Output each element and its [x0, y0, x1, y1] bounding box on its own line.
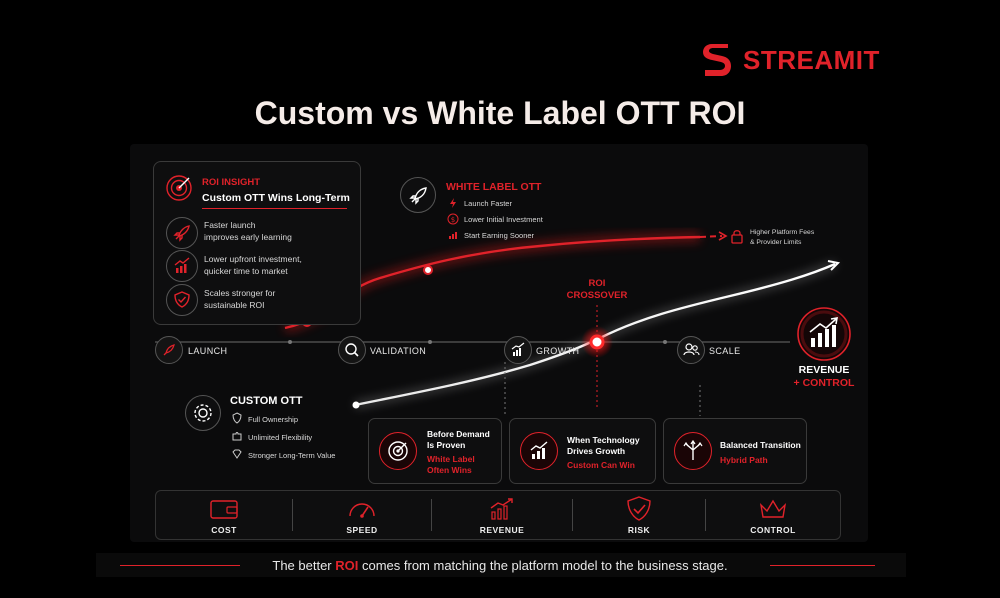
- crossover-point: [589, 334, 605, 350]
- scenario-outcome: Custom Can Win: [567, 460, 635, 470]
- chart-up-icon: [174, 257, 190, 273]
- speedometer-icon: [349, 503, 375, 518]
- chart-up-icon: [511, 342, 525, 356]
- white-label-item: Start Earning Sooner: [464, 231, 535, 240]
- metric-label: COST: [211, 525, 237, 535]
- stage-label-launch: LAUNCH: [188, 346, 228, 356]
- wallet-icon: [210, 500, 238, 519]
- metric-revenue: REVENUE: [432, 491, 572, 539]
- scenario-title: Drives Growth: [567, 446, 626, 456]
- scenario-title: Is Proven: [427, 440, 466, 450]
- brand-name: STREAMIT: [743, 45, 880, 75]
- white-label-title: WHITE LABEL OTT: [446, 181, 542, 193]
- roi-insight-tag: ROI INSIGHT: [202, 177, 261, 188]
- shield-check-icon: [174, 291, 190, 308]
- white-label-item: Lower Initial Investment: [464, 215, 543, 224]
- brand-logo: STREAMIT: [700, 40, 890, 84]
- stage-label-scale: SCALE: [709, 346, 741, 356]
- stage-label-validation: VALIDATION: [370, 346, 427, 356]
- chart-up-icon: [449, 232, 457, 239]
- crown-icon: [759, 499, 787, 518]
- insight-line: Scales stronger for: [204, 288, 276, 298]
- scenario-title: Balanced Transition: [720, 440, 801, 450]
- metric-label: REVENUE: [479, 525, 525, 535]
- scale-marker: [677, 336, 705, 364]
- crossover-label: ROI CROSSOVER: [566, 278, 628, 301]
- search-icon: [345, 343, 359, 357]
- platform-limits-text: & Provider Limits: [750, 238, 802, 246]
- scenario-outcome: Often Wins: [427, 465, 472, 475]
- scenario-card: When Technology Drives Growth Custom Can…: [509, 418, 656, 484]
- lock-icon: [731, 230, 743, 244]
- insight-line: Faster launch: [204, 220, 256, 230]
- rocket-icon: [173, 225, 190, 242]
- custom-ott-item: Unlimited Flexibility: [248, 433, 313, 442]
- white-label-item: Launch Faster: [464, 199, 512, 208]
- growth-marker: [504, 336, 532, 364]
- validation-marker: [338, 336, 366, 364]
- metric-label: CONTROL: [750, 525, 796, 535]
- shield-check-icon: [627, 496, 651, 521]
- custom-ott-title: CUSTOM OTT: [230, 395, 303, 407]
- custom-ott-item: Full Ownership: [248, 415, 299, 424]
- gear-icon: [194, 404, 212, 422]
- split-arrows-icon: [683, 439, 703, 460]
- insight-line: improves early learning: [204, 231, 292, 242]
- users-icon: [683, 343, 700, 356]
- custom-ott-item: Stronger Long-Term Value: [248, 451, 336, 460]
- scenario-outcome: White Label: [427, 454, 475, 464]
- svg-text:$: $: [451, 216, 455, 224]
- metric-cost: COST: [156, 491, 292, 539]
- lightning-icon: [450, 198, 456, 208]
- insight-line: Lower upfront investment,: [204, 254, 302, 264]
- shield-icon: [232, 412, 242, 424]
- target-icon: [166, 175, 192, 201]
- rocket-icon: [409, 187, 427, 205]
- scenario-card: Balanced Transition Hybrid Path: [663, 418, 807, 484]
- bar-chart-icon: [530, 441, 548, 459]
- roi-insight-card: ROI INSIGHT Custom OTT Wins Long-Term Fa…: [153, 161, 361, 325]
- metric-control: CONTROL: [706, 491, 840, 539]
- scenario-card: Before Demand Is Proven White Label Ofte…: [368, 418, 502, 484]
- launch-marker: [155, 336, 183, 364]
- revenue-control-label: REVENUE + CONTROL: [793, 364, 855, 389]
- insight-line: sustainable ROI: [204, 299, 265, 310]
- rocket-icon: [163, 344, 175, 356]
- platform-limits-text: Higher Platform Fees: [750, 229, 815, 236]
- revenue-chart-icon: [809, 317, 838, 347]
- page-title: Custom vs White Label OTT ROI: [254, 95, 746, 131]
- scenario-outcome: Hybrid Path: [720, 455, 768, 465]
- metric-risk: RISK: [573, 491, 705, 539]
- metric-label: RISK: [627, 525, 651, 535]
- puzzle-icon: [232, 432, 242, 441]
- metrics-bar: COST SPEED REVENUE RISK CONTROL: [155, 490, 841, 540]
- streamit-logo-icon: [703, 44, 731, 76]
- target-icon: [388, 441, 408, 461]
- stage-label-growth: GROWTH: [536, 346, 580, 356]
- scenario-title: Before Demand: [427, 429, 490, 439]
- roi-insight-headline: Custom OTT Wins Long-Term: [202, 192, 350, 204]
- insight-line: quicker time to market: [204, 265, 288, 276]
- metric-speed: SPEED: [293, 491, 431, 539]
- dollar-icon: $: [447, 213, 459, 225]
- diamond-icon: [232, 449, 242, 459]
- footer-caption: The better ROI comes from matching the p…: [272, 558, 728, 573]
- scenario-title: When Technology: [567, 435, 640, 445]
- revenue-chart-icon: [490, 498, 513, 520]
- metric-label: SPEED: [346, 525, 378, 535]
